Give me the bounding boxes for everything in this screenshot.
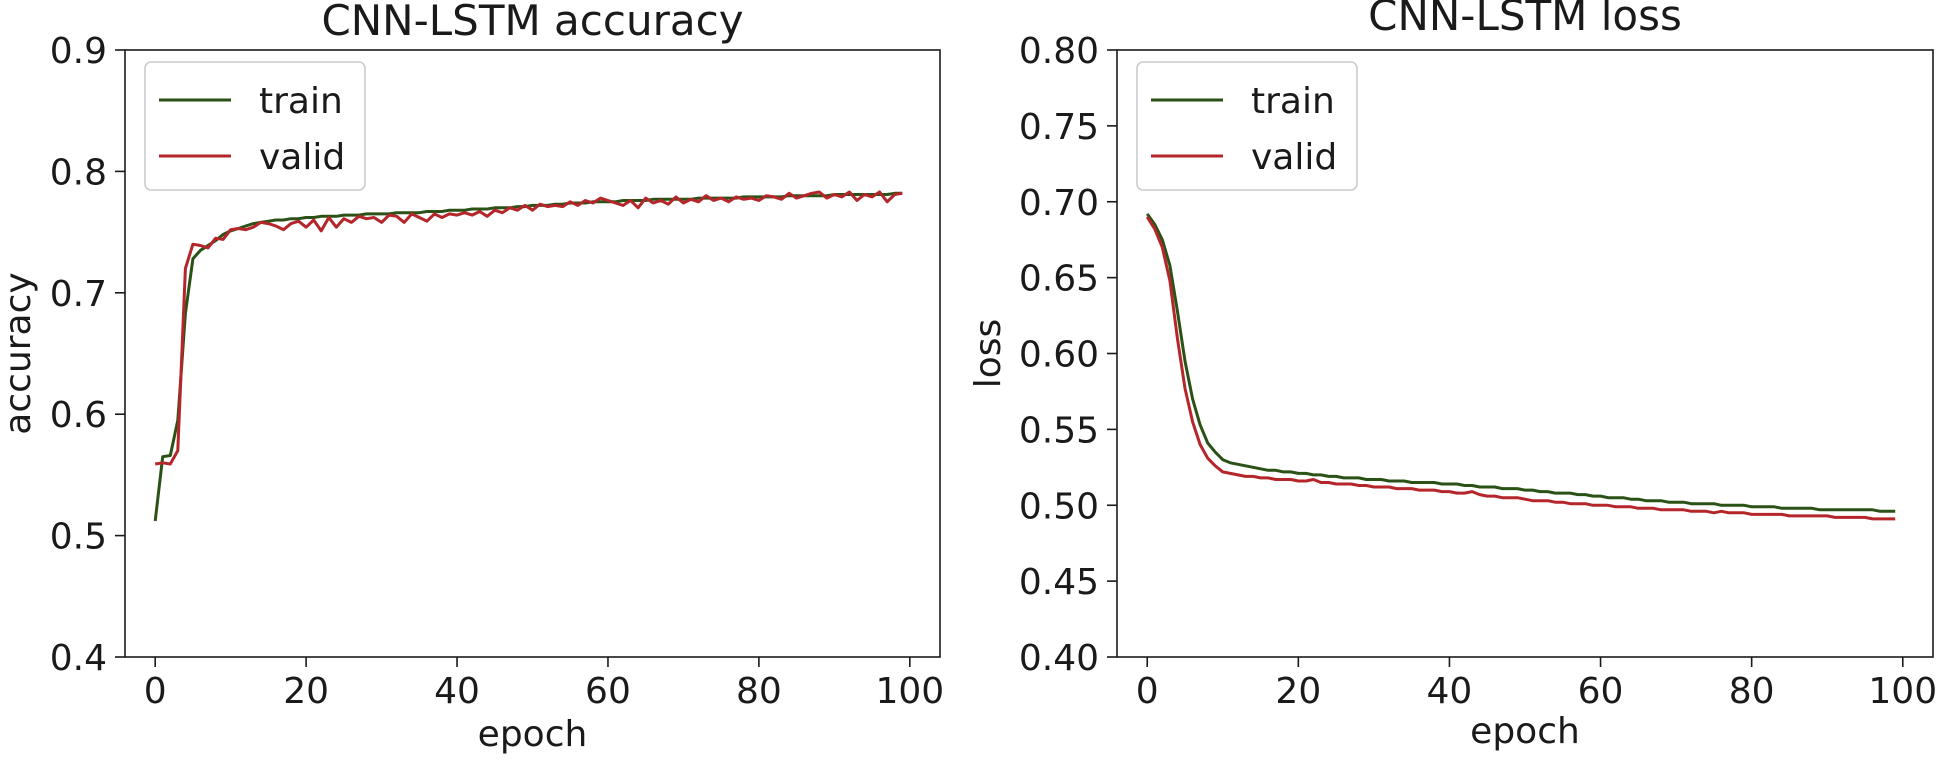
y-tick-label: 0.70 — [1019, 183, 1099, 224]
y-tick-label: 0.5 — [50, 517, 107, 558]
chart-0: CNN-LSTM accuracy 0 20 40 60 80 100 0.4 0.5 0.6 0.… — [0, 0, 944, 755]
series-line-train — [1145, 213, 1896, 513]
x-axis-label: epoch — [1470, 711, 1580, 752]
series-line-valid — [154, 190, 903, 466]
legend-label-train: train — [1251, 81, 1335, 122]
legend-box — [1136, 61, 1358, 191]
x-tick-label: 80 — [736, 671, 782, 712]
x-tick-label: 60 — [1578, 671, 1624, 712]
x-tick-label: 40 — [1427, 671, 1473, 712]
x-tick-label: 40 — [434, 671, 480, 712]
y-tick-label: 0.6 — [50, 395, 107, 436]
y-tick-label: 0.75 — [1019, 107, 1099, 148]
legend-label-valid: valid — [1251, 137, 1337, 178]
y-tick-label: 0.40 — [1019, 638, 1099, 679]
y-tick-label: 0.4 — [50, 638, 107, 679]
x-tick-label: 20 — [283, 671, 329, 712]
legend-box — [144, 61, 366, 191]
x-tick-label: 100 — [1868, 671, 1937, 712]
y-tick-label: 0.80 — [1019, 31, 1099, 72]
y-tick-label: 0.9 — [50, 31, 107, 72]
y-tick-label: 0.8 — [50, 152, 107, 193]
chart-1: CNN-LSTM loss 0 20 40 60 80 100 0.40 0.45 0.50 0.5… — [968, 0, 1937, 752]
x-axis-label: epoch — [478, 714, 588, 755]
legend-label-train: train — [259, 81, 343, 122]
y-axis-label: accuracy — [0, 272, 39, 434]
axes-frame — [124, 49, 941, 658]
y-tick-label: 0.7 — [50, 274, 107, 315]
x-tick-label: 0 — [144, 671, 167, 712]
x-tick-label: 80 — [1729, 671, 1775, 712]
legend: train valid — [144, 61, 366, 191]
series-line-train — [153, 191, 903, 522]
y-tick-label: 0.45 — [1019, 562, 1099, 603]
x-tick-label: 0 — [1136, 671, 1159, 712]
y-tick-label: 0.50 — [1019, 486, 1099, 527]
y-tick-label: 0.60 — [1019, 335, 1099, 376]
x-tick-label: 60 — [585, 671, 631, 712]
y-tick-label: 0.65 — [1019, 259, 1099, 300]
chart-title: CNN-LSTM loss — [1368, 0, 1682, 40]
y-tick-label: 0.55 — [1019, 410, 1099, 451]
chart-title: CNN-LSTM accuracy — [321, 0, 743, 45]
series-line-valid — [1145, 216, 1896, 521]
legend: train valid — [1136, 61, 1358, 191]
y-axis-label: loss — [968, 319, 1009, 389]
x-tick-label: 20 — [1275, 671, 1321, 712]
legend-label-valid: valid — [259, 137, 345, 178]
x-tick-label: 100 — [875, 671, 944, 712]
